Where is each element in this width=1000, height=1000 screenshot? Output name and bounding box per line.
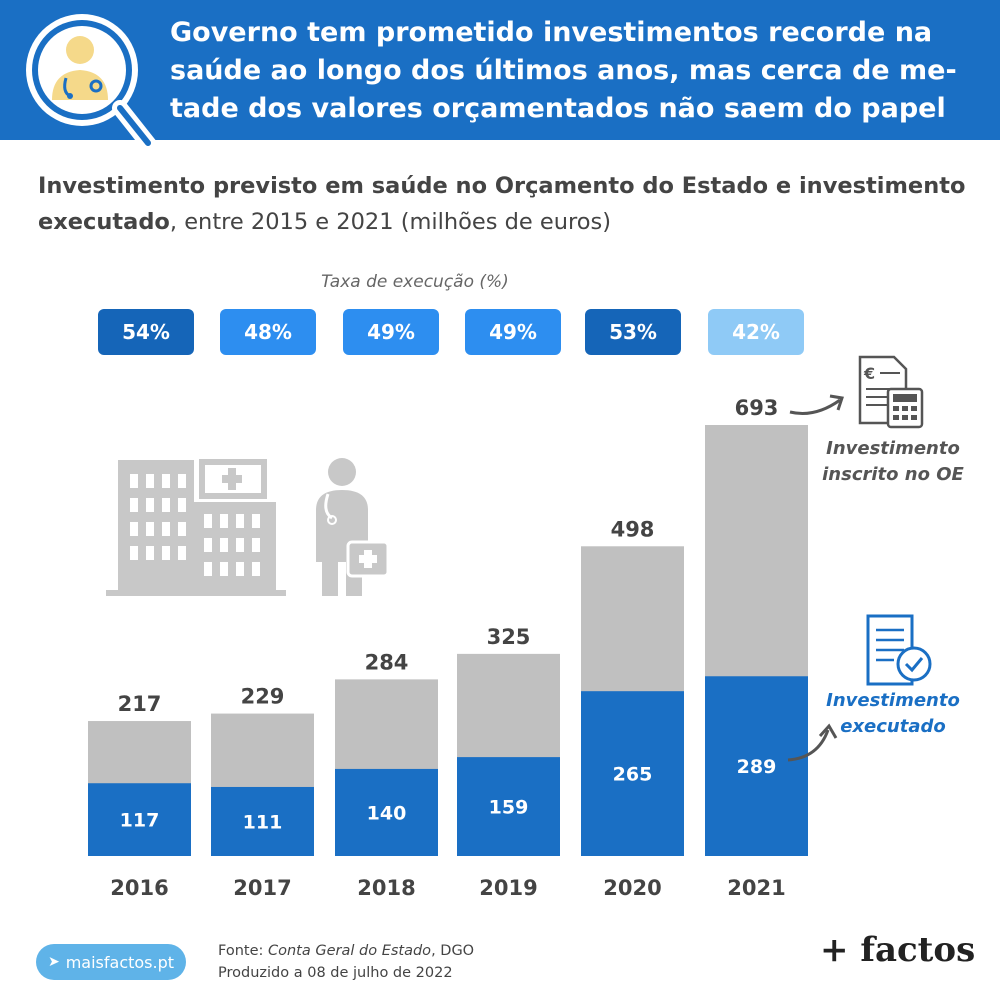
label-executed-2016: 117 [120, 810, 160, 832]
x-tick-2019: 2019 [479, 876, 537, 900]
paper-plane-icon: ➤ [47, 954, 60, 970]
legend-executed: Investimento executado [826, 690, 960, 737]
subtitle-bold: Investimento previsto em saúde no Orçame… [38, 173, 966, 235]
rate-box-2021: 42% [708, 309, 804, 355]
rate-label: Taxa de execução (%) [321, 272, 509, 292]
legend-budget: Investimento inscrito no OE [822, 438, 964, 485]
bar-executed-2018 [335, 768, 438, 856]
produced-line: Produzido a 08 de julho de 2022 [218, 965, 453, 981]
hospital-icon [106, 458, 390, 596]
label-budget-2016: 217 [118, 692, 162, 716]
site-badge[interactable]: ➤ maisfactos.pt [36, 944, 186, 980]
source-line: Fonte: Conta Geral do Estado, DGO [218, 943, 475, 959]
bar-executed-2017 [211, 786, 314, 856]
svg-text:€: € [863, 364, 875, 383]
brand-logo: + factos [820, 930, 976, 970]
label-budget-2019: 325 [487, 625, 531, 649]
x-tick-2020: 2020 [603, 876, 661, 900]
label-budget-2018: 284 [365, 650, 409, 674]
rate-box-2016: 54% [98, 309, 194, 355]
label-budget-2017: 229 [241, 685, 285, 709]
label-budget-2021: 693 [735, 396, 779, 420]
header-banner [0, 0, 1000, 140]
rate-box-2019: 49% [465, 309, 561, 355]
x-tick-2018: 2018 [357, 876, 415, 900]
label-executed-2020: 265 [613, 764, 653, 786]
bar-executed-2016 [88, 783, 191, 856]
header-title: Governo tem prometido investimentos reco… [170, 17, 957, 124]
label-executed-2021: 289 [737, 756, 777, 778]
rate-box-2017: 48% [220, 309, 316, 355]
bar-executed-2020 [581, 691, 684, 856]
subtitle-rest: , entre 2015 e 2021 (milhões de euros) [169, 209, 612, 235]
bar-executed-2019 [457, 757, 560, 856]
label-executed-2017: 111 [243, 811, 283, 833]
label-budget-2020: 498 [611, 517, 655, 541]
bar-executed-2021 [705, 676, 808, 856]
rate-box-2018: 49% [343, 309, 439, 355]
x-tick-2016: 2016 [110, 876, 168, 900]
source-note: Fonte: Conta Geral do Estado, DGO Produz… [218, 940, 474, 984]
x-tick-2021: 2021 [727, 876, 785, 900]
invoice-calculator-icon: € [858, 355, 924, 429]
label-executed-2019: 159 [489, 797, 529, 819]
label-executed-2018: 140 [367, 802, 407, 824]
x-tick-2017: 2017 [233, 876, 291, 900]
chart-subtitle: Investimento previsto em saúde no Orçame… [38, 168, 968, 240]
site-label: maisfactos.pt [65, 952, 175, 972]
magnifier-doctor-icon [26, 14, 158, 154]
rate-box-2020: 53% [585, 309, 681, 355]
document-check-icon [866, 614, 932, 686]
